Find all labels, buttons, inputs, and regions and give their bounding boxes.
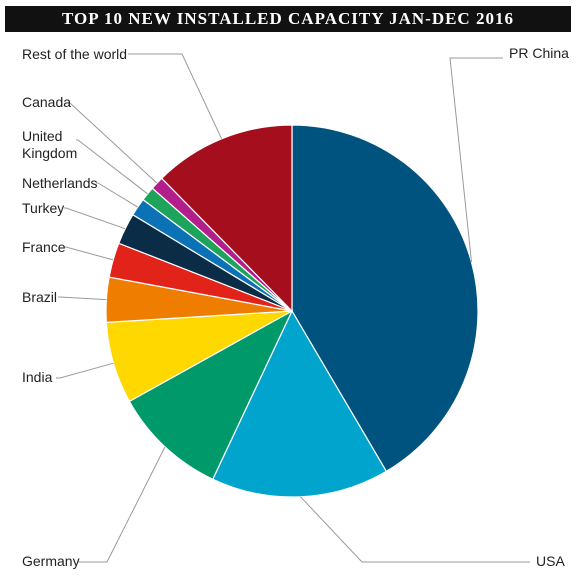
leader-rest-of-the-world (128, 53, 223, 140)
label-pr-china: PR China (509, 45, 569, 61)
label-germany: Germany (22, 553, 80, 569)
leader-lines (56, 53, 530, 563)
label-india: India (22, 369, 53, 385)
slice-germany (128, 309, 294, 481)
label-rest-of-the-world: Rest of the world (22, 46, 127, 62)
leader-turkey (64, 207, 126, 230)
leader-canada (68, 102, 158, 184)
label-netherlands: Netherlands (22, 175, 98, 191)
leader-brazil (58, 296, 107, 301)
leader-pr-china (449, 57, 503, 263)
label-canada: Canada (22, 94, 71, 110)
leader-france (64, 246, 114, 261)
label-turkey: Turkey (22, 200, 64, 216)
label-united-kingdom: United Kingdom (22, 128, 77, 161)
leader-germany (78, 446, 166, 563)
slice-rest-of-the-world (160, 124, 293, 313)
leader-india (56, 362, 114, 379)
label-usa: USA (536, 553, 565, 569)
chart-title: TOP 10 NEW INSTALLED CAPACITY JAN-DEC 20… (5, 6, 571, 32)
pie-slices (105, 124, 479, 498)
leader-united-kingdom (76, 139, 148, 195)
leader-usa (300, 496, 530, 563)
label-brazil: Brazil (22, 289, 57, 305)
leader-netherlands (96, 182, 138, 208)
slice-pr-china (291, 124, 479, 473)
label-france: France (22, 239, 66, 255)
